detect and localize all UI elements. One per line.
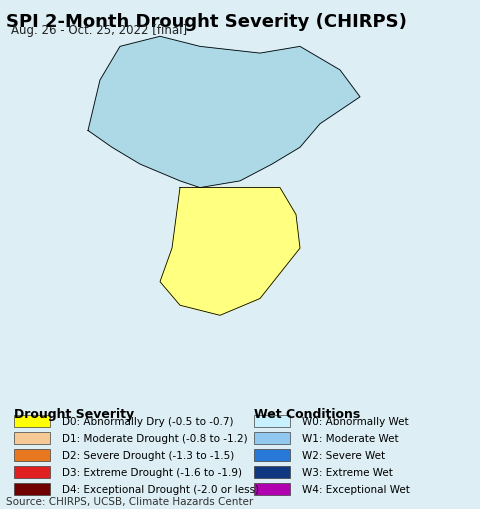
Text: W3: Extreme Wet: W3: Extreme Wet [302, 467, 393, 477]
Text: W2: Severe Wet: W2: Severe Wet [302, 450, 385, 460]
Bar [254, 449, 290, 461]
Bar [14, 483, 50, 495]
Text: Wet Conditions: Wet Conditions [254, 407, 360, 420]
Text: D3: Extreme Drought (-1.6 to -1.9): D3: Extreme Drought (-1.6 to -1.9) [62, 467, 242, 477]
Bar [14, 466, 50, 478]
Bar [14, 449, 50, 461]
Bar [14, 433, 50, 444]
Text: W4: Exceptional Wet: W4: Exceptional Wet [302, 484, 410, 494]
Bar [14, 415, 50, 428]
Text: Source: CHIRPS, UCSB, Climate Hazards Center: Source: CHIRPS, UCSB, Climate Hazards Ce… [6, 496, 253, 506]
Text: D2: Severe Drought (-1.3 to -1.5): D2: Severe Drought (-1.3 to -1.5) [62, 450, 235, 460]
Polygon shape [160, 188, 300, 316]
Text: W0: Abnormally Wet: W0: Abnormally Wet [302, 416, 409, 427]
Text: W1: Moderate Wet: W1: Moderate Wet [302, 434, 399, 443]
Bar [254, 483, 290, 495]
Bar [254, 433, 290, 444]
Polygon shape [88, 37, 360, 188]
Text: D1: Moderate Drought (-0.8 to -1.2): D1: Moderate Drought (-0.8 to -1.2) [62, 434, 248, 443]
Text: D4: Exceptional Drought (-2.0 or less): D4: Exceptional Drought (-2.0 or less) [62, 484, 260, 494]
Bar [254, 466, 290, 478]
Text: SPI 2-Month Drought Severity (CHIRPS): SPI 2-Month Drought Severity (CHIRPS) [6, 13, 407, 31]
Bar [254, 415, 290, 428]
Text: Aug. 26 - Oct. 25, 2022 [final]: Aug. 26 - Oct. 25, 2022 [final] [11, 24, 187, 37]
Text: Drought Severity: Drought Severity [14, 407, 134, 420]
Text: D0: Abnormally Dry (-0.5 to -0.7): D0: Abnormally Dry (-0.5 to -0.7) [62, 416, 234, 427]
